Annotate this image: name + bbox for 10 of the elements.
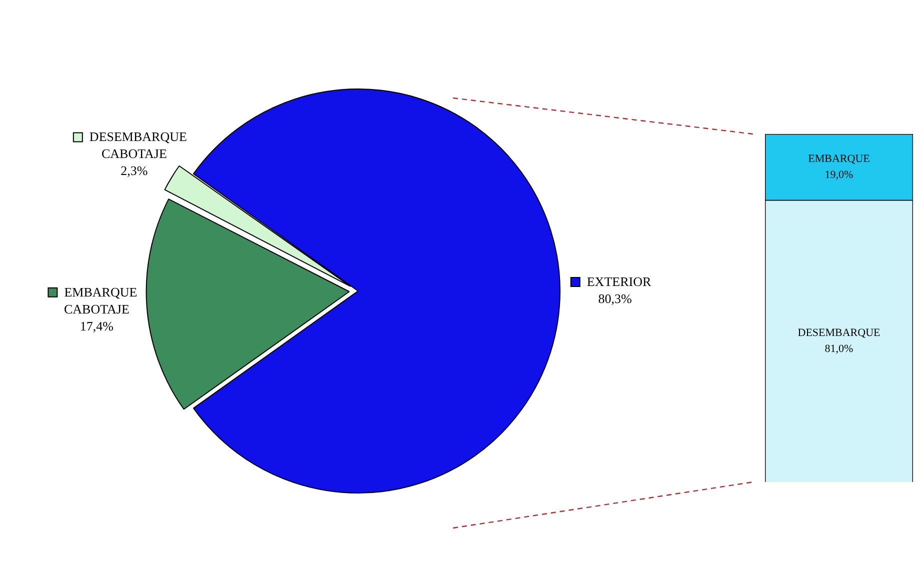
data-label: 17,4% <box>80 318 114 334</box>
data-label: 81,0% <box>824 342 854 355</box>
data-label: 19,0% <box>824 168 854 181</box>
series-label: EMBARQUE <box>808 152 870 165</box>
legend-label: EMBARQUE CABOTAJE <box>64 284 138 316</box>
legend-label: EXTERIOR <box>586 274 652 289</box>
data-label: 2,3% <box>120 163 148 178</box>
legend-label: DESEMBARQUE CABOTAJE <box>89 129 187 162</box>
series-label: DESEMBARQUE <box>798 326 881 339</box>
data-label: 80,3% <box>598 290 632 306</box>
